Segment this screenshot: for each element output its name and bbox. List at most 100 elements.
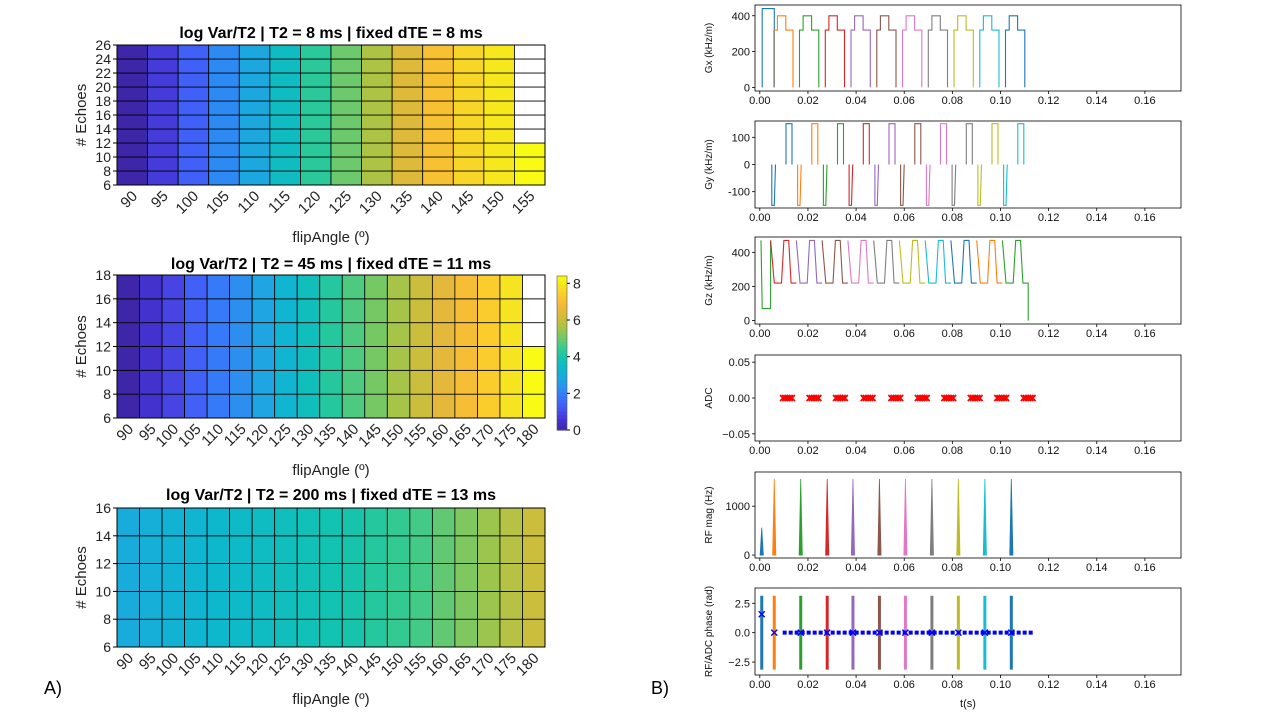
heatmap-cell	[229, 591, 253, 620]
panel-label-b: B)	[651, 678, 669, 698]
heatmap-cell	[330, 86, 362, 102]
gy-series	[965, 123, 973, 165]
heatmap-cell	[477, 535, 501, 564]
x-axis-label: flipAngle (º)	[292, 229, 369, 246]
heatmap-cell	[206, 563, 231, 592]
heatmap-cell	[431, 535, 456, 564]
x-tick-label: 0.14	[1086, 95, 1107, 107]
rf-pulse	[956, 478, 961, 556]
heatmap-cell	[184, 618, 208, 648]
heatmap-cell	[514, 156, 546, 172]
heatmap-cell	[177, 170, 210, 186]
adc-marker	[894, 394, 902, 402]
x-tick-label: 0.06	[894, 212, 915, 224]
y-tick-label: 10	[95, 583, 111, 599]
heatmap-cell	[229, 322, 253, 347]
x-tick-label: 90	[113, 421, 137, 445]
heatmap-cell	[147, 72, 179, 88]
heatmap-cell	[208, 142, 240, 158]
heatmap-cell	[269, 58, 301, 74]
heatmap-cell	[522, 369, 546, 395]
heatmap-cell	[522, 563, 546, 592]
heatmap-cell	[386, 274, 411, 300]
y-axis-label: # Echoes	[73, 84, 90, 147]
heatmap-cell	[296, 563, 321, 592]
heatmap-cell	[161, 346, 185, 371]
heatmap-cell	[296, 369, 321, 395]
x-tick-label: 0.08	[942, 562, 963, 574]
heatmap-cell	[386, 369, 411, 395]
x-tick-label: 0.06	[894, 328, 915, 340]
colorbar-tick-label: 4	[573, 349, 581, 365]
heatmap-cell	[483, 156, 515, 172]
heatmap-cell	[238, 128, 271, 144]
colorbar-segment	[557, 376, 567, 381]
gx-series	[798, 15, 820, 88]
x-tick-label: 0.02	[797, 328, 818, 340]
y-tick-label: 1000	[726, 501, 750, 513]
heatmap-cell	[330, 44, 362, 60]
heatmap-cell	[116, 591, 140, 620]
heatmap-cell	[386, 563, 411, 592]
heatmap-cell	[161, 507, 185, 537]
heatmap-cell	[208, 58, 240, 74]
colorbar-segment	[557, 279, 567, 285]
heatmap-cell	[116, 563, 140, 592]
heatmap-cell	[364, 591, 388, 620]
heatmap-cell	[477, 274, 501, 300]
heatmap-cell	[522, 591, 546, 620]
rf-pulse	[772, 478, 777, 556]
gy-series	[991, 123, 999, 165]
heatmap-cell	[184, 298, 208, 324]
heatmap-cell	[177, 44, 210, 60]
x-tick-label: 130	[356, 188, 386, 218]
heatmap-cell	[206, 274, 231, 300]
y-tick-label: 8	[103, 163, 111, 179]
heatmap-cell	[341, 563, 366, 592]
gx-series	[927, 15, 949, 88]
heatmap-title: log Var/T2 | T2 = 8 ms | fixed dTE = 8 m…	[179, 25, 482, 42]
rf-phase-marker	[823, 629, 831, 637]
x-tick-label: 155	[509, 188, 539, 218]
heatmap-cell	[147, 114, 179, 130]
heatmap-cell	[386, 393, 411, 419]
heatmap-cell	[139, 322, 163, 347]
heatmap-cell	[483, 128, 515, 144]
heatmap-cell	[269, 100, 301, 116]
heatmap-cell	[483, 58, 515, 74]
heatmap-cell	[116, 507, 140, 537]
heatmap-cell	[300, 44, 332, 60]
heatmap-cell	[208, 114, 240, 130]
heatmap-cell	[431, 591, 456, 620]
heatmap-cell	[522, 346, 546, 371]
heatmap-cell	[161, 322, 185, 347]
heatmap-cell	[454, 563, 478, 592]
heatmap-cell	[300, 100, 332, 116]
heatmap-cell	[139, 535, 163, 564]
heatmap-cell	[361, 44, 393, 60]
heatmap-cell	[269, 72, 301, 88]
heatmap-cell	[206, 298, 231, 324]
colorbar-segment	[557, 410, 567, 416]
x-tick-label: 90	[113, 650, 137, 674]
heatmap-cell	[274, 369, 298, 395]
adc-marker	[949, 394, 957, 402]
heatmap-cell	[361, 72, 393, 88]
heatmap-cell	[454, 393, 478, 419]
heatmap-cell	[319, 346, 343, 371]
gy-series	[811, 123, 819, 165]
heatmap-cell	[229, 274, 253, 300]
heatmap-cell	[116, 128, 148, 144]
heatmap-cell-empty	[514, 100, 546, 116]
heatmap-cell	[422, 170, 454, 186]
rf-pulse	[798, 478, 803, 556]
heatmap-cell	[296, 393, 321, 419]
heatmap-cell	[177, 128, 210, 144]
heatmap-cell	[269, 86, 301, 102]
heatmap-cell	[251, 298, 276, 324]
y-tick-label: 0	[744, 160, 750, 172]
heatmap-cell	[300, 86, 332, 102]
heatmap-cell	[206, 591, 231, 620]
heatmap-cell	[296, 618, 321, 648]
heatmap-cell	[477, 563, 501, 592]
